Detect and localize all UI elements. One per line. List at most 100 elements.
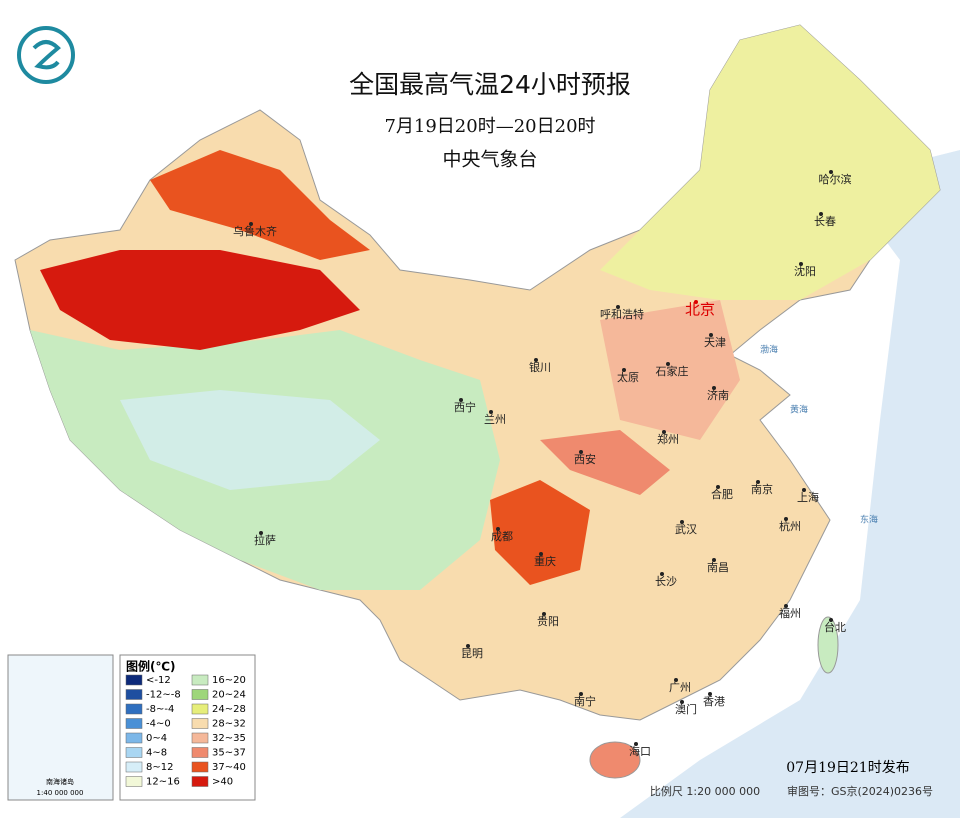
city-dot — [680, 520, 684, 524]
city-dot — [708, 692, 712, 696]
city-dot — [712, 558, 716, 562]
city-dot — [802, 488, 806, 492]
city-label: 北京 — [685, 301, 715, 319]
legend-swatch — [191, 718, 209, 729]
city-label: 合肥 — [711, 487, 733, 501]
agency: 中央气象台 — [442, 149, 537, 171]
city-label: 天津 — [704, 336, 726, 349]
inset-label: 南海诸岛 — [46, 777, 74, 786]
legend-swatch — [125, 776, 143, 787]
city-dot — [489, 410, 493, 414]
city-dot — [616, 305, 620, 309]
city-label: 拉萨 — [254, 533, 276, 547]
legend: <-12 -12~-8 -8~-4 -4~0 0~4 4~8 8~12 12~16 16~20 2… — [125, 674, 246, 788]
city-dot — [259, 531, 263, 535]
city-label: 香港 — [703, 695, 725, 708]
legend-label: 24~28 — [212, 704, 246, 715]
city-dot — [756, 480, 760, 484]
city-dot — [496, 527, 500, 531]
city-label: 成都 — [491, 530, 513, 543]
tarim-hot — [40, 250, 360, 350]
city-dot — [680, 700, 684, 704]
legend-swatch — [191, 761, 209, 773]
city-label: 贵阳 — [537, 615, 559, 628]
legend-label: -4~0 — [146, 719, 171, 730]
issued: 07月19日21时发布 — [786, 760, 909, 776]
legend-swatch — [125, 718, 143, 729]
city-label: 郑州 — [657, 432, 679, 446]
city-label: 海口 — [629, 744, 651, 758]
legend-label: 32~35 — [212, 733, 246, 744]
legend-label: <-12 — [146, 675, 171, 686]
legend-swatch — [191, 776, 209, 787]
city-dot — [712, 386, 716, 390]
city-label: 沈阳 — [794, 264, 816, 278]
legend-frame — [119, 654, 256, 801]
city-label: 南京 — [751, 482, 773, 496]
legend-swatch — [125, 674, 143, 686]
city-label: 南昌 — [707, 561, 729, 574]
map-scale: 比例尺 1:20 000 000 — [650, 784, 760, 798]
city-label: 南宁 — [574, 694, 596, 708]
city-label: 兰州 — [484, 413, 506, 426]
city-dot — [716, 485, 720, 489]
legend-label: 12~16 — [146, 777, 180, 788]
taiwan — [817, 616, 839, 674]
city-dot — [660, 572, 664, 576]
title: 全国最高气温24小时预报 — [349, 70, 631, 99]
city-label: 银川 — [529, 360, 551, 374]
logo-mark — [32, 40, 61, 70]
city-label: 石家庄 — [656, 364, 689, 378]
legend-swatch — [125, 732, 143, 744]
city-dot — [819, 212, 823, 216]
period: 7月19日20时—20日20时 — [384, 116, 595, 137]
city-label: 乌鲁木齐 — [233, 224, 277, 238]
city-label: 杭州 — [779, 519, 801, 533]
legend-swatch — [191, 689, 209, 700]
legend-label: 37~40 — [212, 762, 246, 773]
legend-label: 16~20 — [212, 675, 246, 686]
sea-label: 东海 — [860, 514, 878, 526]
city-label: 昆明 — [461, 647, 483, 660]
city-dot — [466, 644, 470, 648]
approval: 审图号：GS京(2024)0236号 — [787, 784, 933, 798]
ocean — [620, 150, 960, 818]
city-dot — [784, 604, 788, 608]
city-label: 济南 — [707, 388, 729, 402]
inset-frame — [7, 654, 114, 801]
legend-swatch — [125, 761, 143, 773]
guanzhong-hot — [540, 430, 670, 495]
city-dot — [622, 368, 626, 372]
city-label: 上海 — [797, 490, 819, 504]
legend-swatch — [191, 747, 209, 758]
city-label: 台北 — [824, 620, 846, 634]
city-dot — [829, 170, 833, 174]
northeast-region — [600, 25, 940, 300]
city-dot — [799, 262, 803, 266]
city-label: 长沙 — [655, 575, 677, 588]
city-dot — [662, 430, 666, 434]
city-label: 太原 — [617, 371, 639, 384]
city-label: 福州 — [779, 606, 801, 620]
city-dot — [459, 398, 463, 402]
city-dot — [579, 692, 583, 696]
legend-label: 8~12 — [146, 762, 173, 773]
legend-swatch — [191, 732, 209, 744]
city-label: 武汉 — [675, 523, 697, 536]
city-dot — [579, 450, 583, 454]
legend-label: 28~32 — [212, 719, 246, 730]
city-label: 西宁 — [454, 400, 476, 414]
city-label: 西安 — [574, 452, 596, 466]
inset-scale: 1:40 000 000 — [37, 789, 84, 797]
legend-swatch — [125, 703, 143, 715]
hainan — [589, 741, 641, 779]
legend-label: >40 — [212, 777, 233, 788]
city-label: 哈尔滨 — [819, 172, 852, 186]
city-label: 长春 — [814, 215, 836, 228]
city-dot — [539, 552, 543, 556]
dzungaria-hot — [150, 150, 370, 260]
legend-label: 20~24 — [212, 690, 246, 701]
legend-label: -12~-8 — [146, 690, 181, 701]
